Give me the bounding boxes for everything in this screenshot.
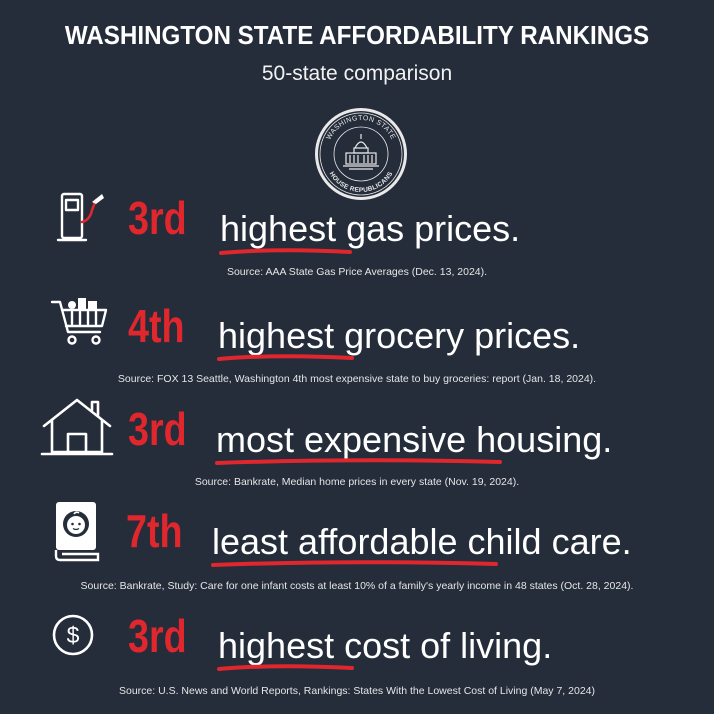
red-underline	[219, 248, 352, 255]
phrase-childcare: least affordable child care.	[212, 524, 632, 560]
rank-cost-of-living: 3rd	[128, 610, 187, 662]
house-republicans-seal: WASHINGTON STATE HOUSE REPUBLICANS	[315, 108, 407, 200]
phrase-emphasis: least affordable	[212, 521, 458, 562]
source-gas: Source: AAA State Gas Price Averages (De…	[226, 266, 488, 278]
rank-gas: 3rd	[128, 192, 187, 244]
source-cost-of-living: Source: U.S. News and World Reports, Ran…	[118, 685, 596, 697]
source-housing: Source: Bankrate, Median home prices in …	[194, 476, 520, 488]
phrase-emphasis: highest	[218, 625, 335, 666]
phrase-housing: most expensive housing.	[216, 422, 612, 458]
page-subtitle: 50-state comparison	[261, 62, 453, 85]
baby-book-icon	[54, 502, 100, 562]
phrase-rest: child care.	[467, 521, 632, 562]
source-childcare: Source: Bankrate, Study: Care for one in…	[80, 580, 634, 592]
rank-housing: 3rd	[128, 403, 187, 455]
phrase-rest: cost of living.	[344, 625, 553, 666]
phrase-rest: grocery prices.	[344, 315, 581, 356]
red-underline	[215, 458, 502, 465]
phrase-rest: housing.	[476, 419, 613, 460]
shopping-cart-icon	[50, 298, 108, 345]
red-underline	[217, 354, 354, 361]
phrase-rest: gas prices.	[346, 208, 521, 249]
rank-grocery: 4th	[128, 300, 185, 352]
rank-childcare: 7th	[126, 505, 183, 557]
gas-pump-icon	[56, 192, 104, 242]
phrase-cost-of-living: highest cost of living.	[218, 628, 552, 664]
phrase-emphasis: highest	[220, 208, 337, 249]
red-underline	[217, 664, 354, 671]
phrase-grocery: highest grocery prices.	[218, 318, 580, 354]
phrase-gas: highest gas prices.	[220, 211, 520, 247]
source-grocery: Source: FOX 13 Seattle, Washington 4th m…	[117, 373, 597, 385]
page-title: WASHINGTON STATE AFFORDABILITY RANKINGS	[64, 20, 650, 50]
red-underline	[211, 560, 498, 567]
phrase-emphasis: highest	[218, 315, 335, 356]
svg-text:$: $	[67, 622, 80, 648]
house-icon	[40, 398, 114, 456]
dollar-coin-icon: $	[52, 614, 94, 656]
phrase-emphasis: most expensive	[216, 419, 467, 460]
